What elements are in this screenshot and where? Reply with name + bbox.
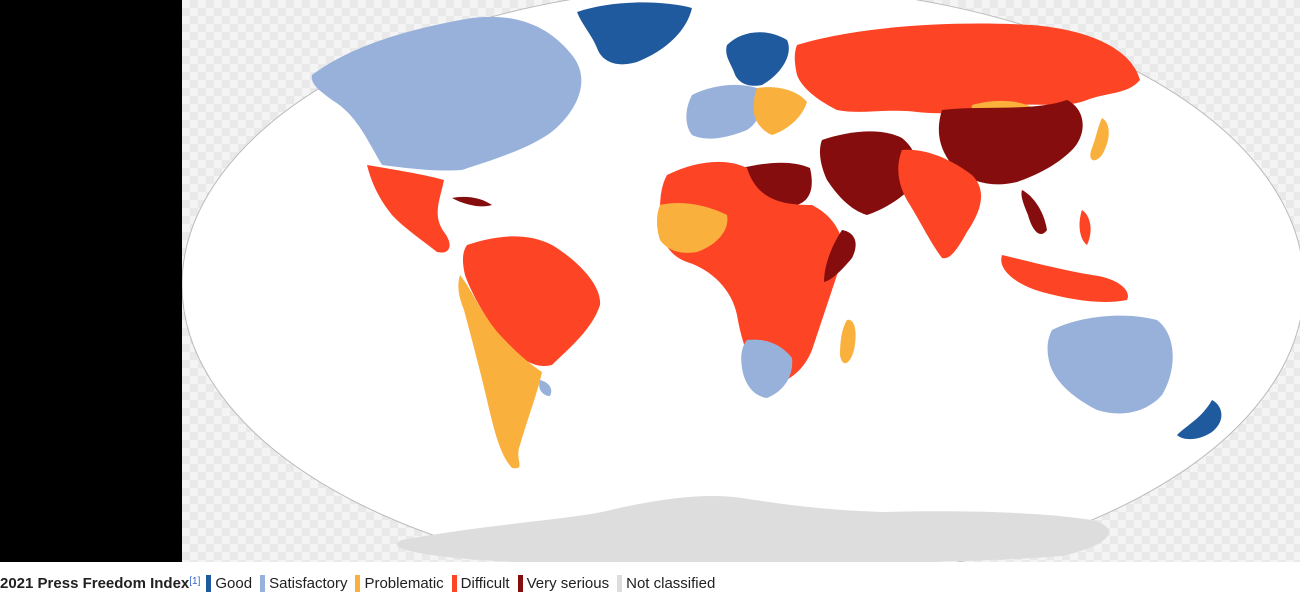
legend-item-difficult: Difficult (450, 574, 510, 592)
region-new-zealand (1177, 400, 1222, 440)
region-japan (1090, 118, 1109, 161)
region-mexico-central-america (367, 165, 450, 253)
region-eastern-europe (753, 87, 807, 135)
legend-swatch-difficult (451, 574, 457, 592)
legend-swatch-satisfactory (260, 574, 266, 592)
region-uruguay (539, 380, 552, 396)
world-map-svg (182, 0, 1300, 562)
region-middle-east (819, 131, 918, 215)
region-philippines (1079, 210, 1091, 245)
legend-swatch-problematic (355, 574, 361, 592)
legend-label-problematic: Problematic (364, 574, 444, 592)
region-southeast-asia-vs (1021, 190, 1047, 235)
region-south-america-north (462, 236, 601, 366)
legend-item-satisfactory: Satisfactory (258, 574, 348, 592)
world-map (182, 0, 1300, 562)
region-greenland (577, 2, 692, 65)
legend-item-problematic: Problematic (353, 574, 444, 592)
legend-label-difficult: Difficult (460, 574, 510, 592)
map-caption: 2021 Press Freedom Index [1] Good Satisf… (0, 572, 1300, 594)
legend-item-very-serious: Very serious (516, 574, 610, 592)
legend-label-satisfactory: Satisfactory (269, 574, 348, 592)
region-australia (1047, 315, 1173, 414)
region-antarctica (396, 495, 1109, 562)
legend-item-not-classified: Not classified (615, 574, 716, 592)
legend-label-very-serious: Very serious (526, 574, 610, 592)
region-china (938, 100, 1083, 185)
region-west-africa (657, 203, 728, 253)
legend-swatch-very-serious (517, 574, 523, 592)
region-somalia (824, 230, 856, 282)
region-western-europe (686, 84, 763, 139)
reference-superscript: [1] (189, 576, 200, 587)
region-south-america-south (458, 275, 542, 469)
legend-swatch-good (206, 574, 212, 592)
region-southern-africa (741, 339, 793, 398)
region-indonesia (1001, 255, 1128, 303)
legend-swatch-not-classified (617, 574, 623, 592)
region-madagascar (840, 319, 856, 364)
region-cuba (452, 196, 492, 207)
region-south-asia (898, 149, 982, 259)
legend-item-good: Good (204, 574, 253, 592)
region-north-america (311, 16, 582, 171)
legend-label-not-classified: Not classified (626, 574, 716, 592)
caption-title: 2021 Press Freedom Index (0, 574, 190, 592)
left-black-panel (0, 0, 182, 562)
legend-label-good: Good (215, 574, 253, 592)
reference-link[interactable]: [1] (189, 575, 201, 587)
region-scandinavia (726, 32, 789, 86)
region-russia (794, 23, 1140, 114)
